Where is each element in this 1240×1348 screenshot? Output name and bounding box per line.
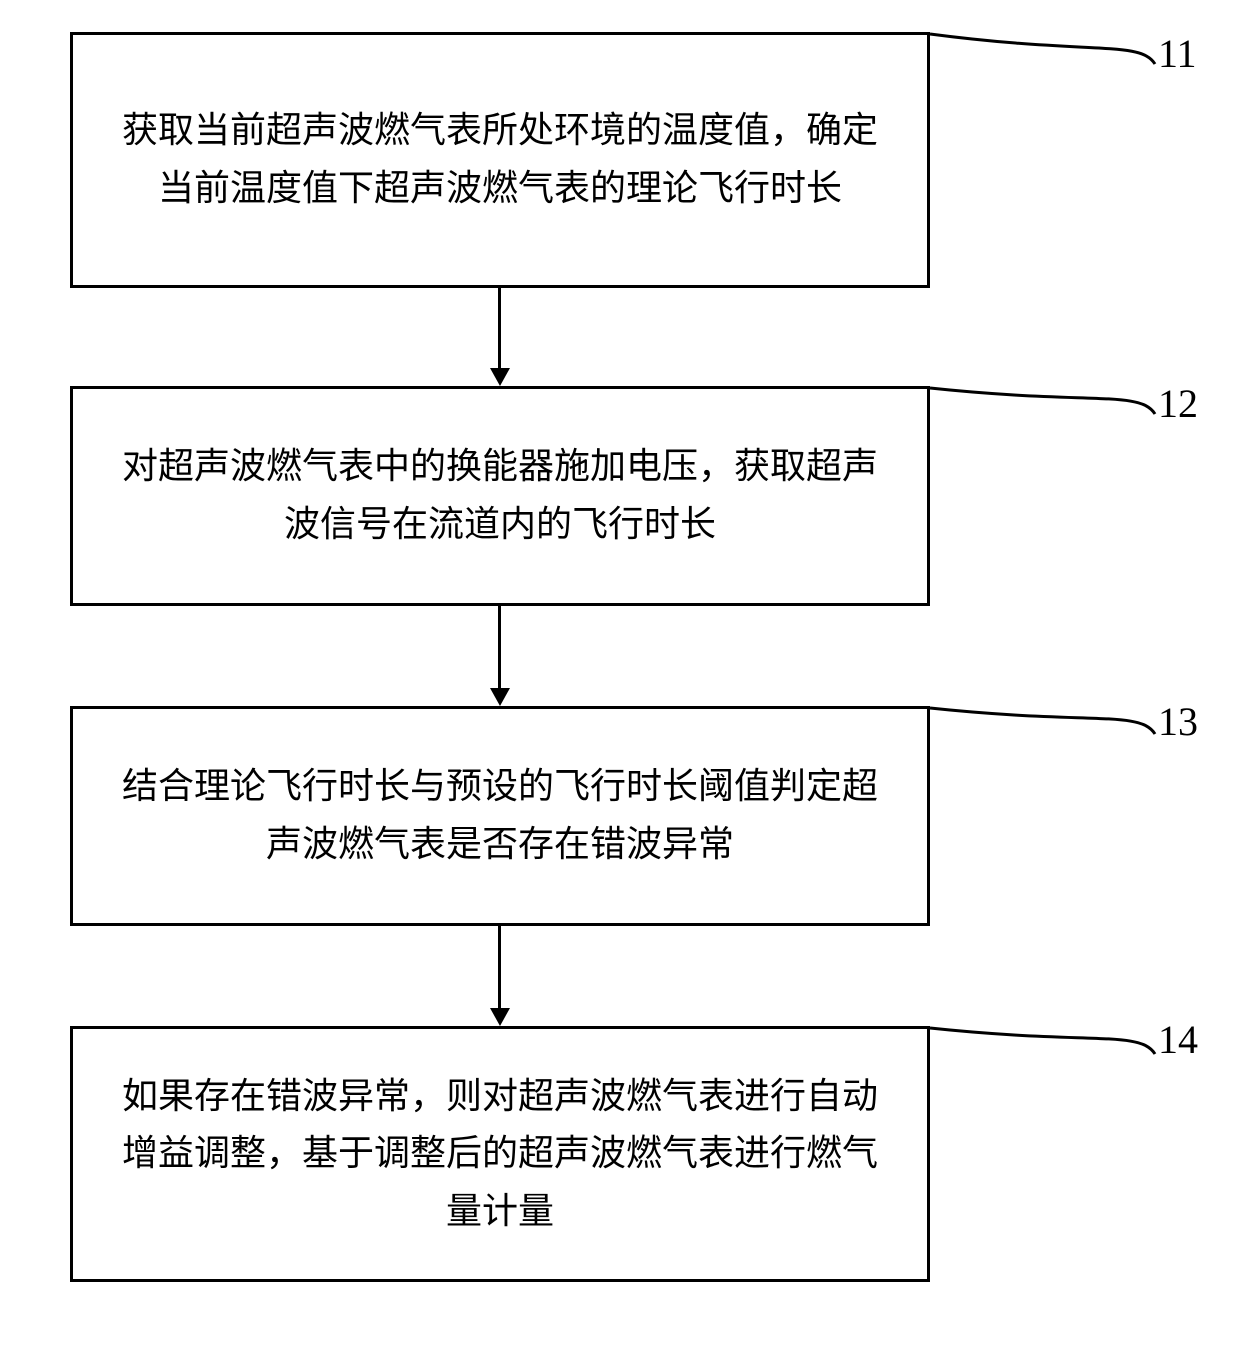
callout-14: [0, 0, 1240, 1348]
step-label-14: 14: [1158, 1016, 1198, 1063]
flowchart-container: 获取当前超声波燃气表所处环境的温度值，确定当前温度值下超声波燃气表的理论飞行时长…: [0, 0, 1240, 1348]
